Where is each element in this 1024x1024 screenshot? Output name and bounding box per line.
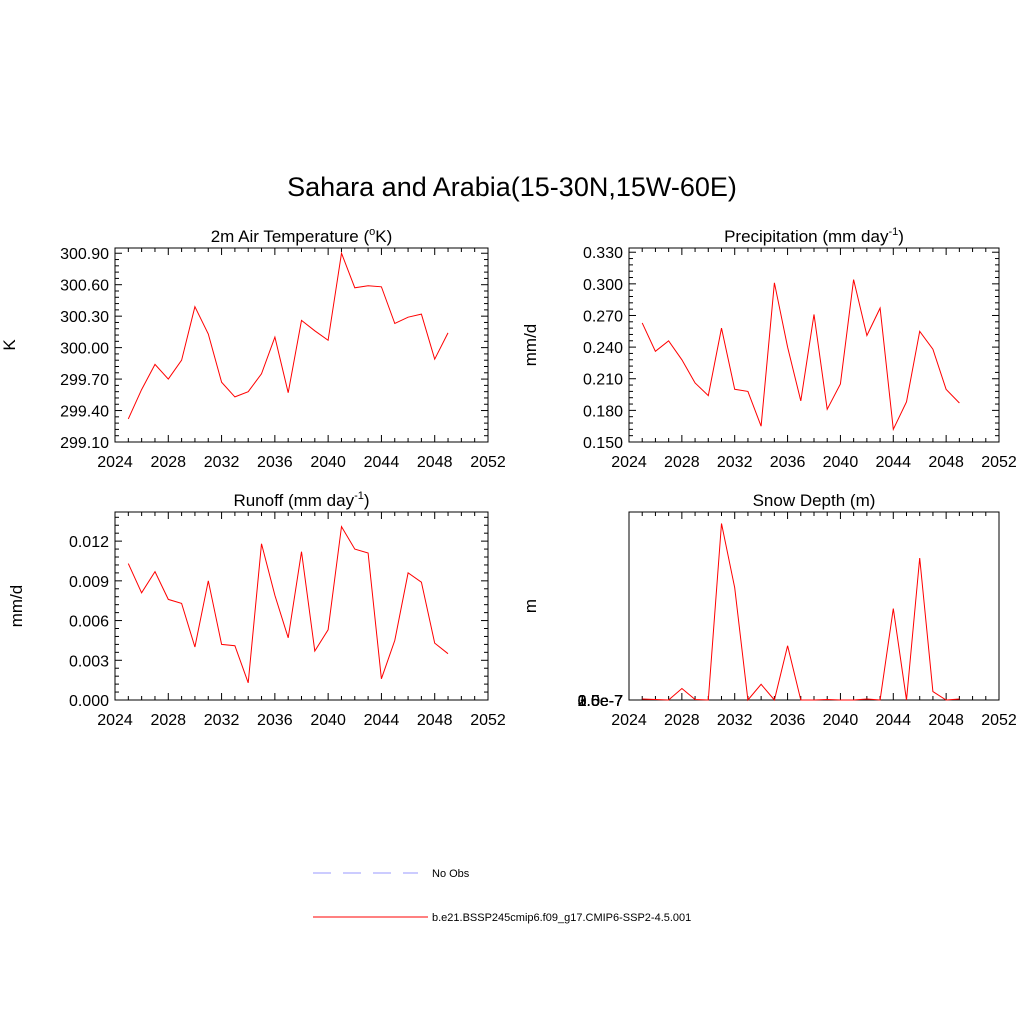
- runoff-ytick-label: 0.000: [69, 693, 109, 710]
- temperature-title: 2m Air Temperature (oK): [211, 226, 393, 246]
- temperature-xtick-label: 2052: [470, 454, 506, 471]
- precipitation-xtick-label: 2028: [664, 454, 700, 471]
- precipitation-ytick-label: 0.180: [583, 403, 623, 420]
- snow-depth-xtick-label: 2028: [664, 712, 700, 729]
- precipitation-xtick-label: 2036: [770, 454, 806, 471]
- snow-depth-title: Snow Depth (m): [753, 491, 876, 510]
- snow-depth-xtick-label: 2052: [981, 712, 1017, 729]
- precipitation-frame: [628, 247, 1000, 443]
- temperature-xtick-label: 2024: [97, 454, 133, 471]
- precipitation-xtick-label: 2044: [875, 454, 911, 471]
- runoff-ytick-label: 0.012: [69, 534, 109, 551]
- precipitation-xtick-label: 2052: [981, 454, 1017, 471]
- snow-depth-xtick-label: 2024: [611, 712, 647, 729]
- runoff-xtick-label: 2044: [364, 712, 400, 729]
- runoff-series-line: [127, 525, 449, 683]
- snow-depth-ytick-label: 0.5e-7: [578, 693, 623, 710]
- runoff-xtick-label: 2036: [257, 712, 293, 729]
- page-title: Sahara and Arabia(15-30N,15W-60E): [287, 172, 737, 202]
- temperature-xtick-label: 2048: [417, 454, 453, 471]
- precipitation-xtick-label: 2024: [611, 454, 647, 471]
- precipitation-xtick-label: 2032: [717, 454, 753, 471]
- precipitation-ytick-label: 0.330: [583, 245, 623, 262]
- runoff-xtick-label: 2028: [150, 712, 186, 729]
- precipitation-ytick-label: 0.150: [583, 435, 623, 452]
- precipitation-ytick-label: 0.240: [583, 340, 623, 357]
- snow-depth-ytick-label: 0.0e-7: [578, 693, 623, 710]
- snow-depth-ytick-label: 1.5e-7: [578, 693, 623, 710]
- temperature-ytick-label: 299.40: [60, 404, 109, 421]
- temperature-series-line: [127, 251, 449, 420]
- snow-depth-xtick-label: 2036: [770, 712, 806, 729]
- temperature-ytick-label: 299.10: [60, 435, 109, 452]
- precipitation-xtick-label: 2040: [823, 454, 859, 471]
- precipitation-title: Precipitation (mm day-1): [724, 226, 904, 246]
- temperature-xtick-label: 2044: [364, 454, 400, 471]
- temperature-ytick-label: 299.70: [60, 372, 109, 389]
- snow-depth-xtick-label: 2032: [717, 712, 753, 729]
- precipitation-ylabel: mm/d: [521, 324, 540, 367]
- snow-depth-xtick-label: 2040: [823, 712, 859, 729]
- temperature-ytick-label: 300.60: [60, 278, 109, 295]
- runoff-frame: [114, 511, 489, 701]
- runoff-xtick-label: 2024: [97, 712, 133, 729]
- temperature-ytick-label: 300.30: [60, 309, 109, 326]
- snow-depth-series-line: [642, 523, 960, 702]
- runoff-xtick-label: 2032: [204, 712, 240, 729]
- snow-depth-xtick-label: 2044: [875, 712, 911, 729]
- snow-depth-xtick-label: 2048: [928, 712, 964, 729]
- temperature-xtick-label: 2036: [257, 454, 293, 471]
- runoff-ylabel: mm/d: [7, 585, 26, 628]
- precipitation-xtick-label: 2048: [928, 454, 964, 471]
- temperature-xtick-label: 2040: [310, 454, 346, 471]
- snow-depth-frame: [628, 511, 1000, 701]
- runoff-xtick-label: 2052: [470, 712, 506, 729]
- snow-depth-ytick-label: 3.5e-7: [578, 693, 623, 710]
- temperature-xtick-label: 2028: [150, 454, 186, 471]
- precipitation-series-line: [641, 279, 960, 432]
- temperature-frame: [114, 247, 489, 443]
- snow-depth-ytick-label: 1.0e-7: [578, 693, 623, 710]
- temperature-ylabel: K: [0, 339, 19, 351]
- runoff-xtick-label: 2040: [310, 712, 346, 729]
- precipitation-ytick-label: 0.300: [583, 277, 623, 294]
- snow-depth-ylabel: m: [521, 599, 540, 613]
- snow-depth-ytick-label: 3.0e-7: [578, 693, 623, 710]
- runoff-title: Runoff (mm day-1): [233, 490, 369, 510]
- snow-depth-ytick-label: 2.0e-7: [578, 693, 623, 710]
- precipitation-ytick-label: 0.270: [583, 308, 623, 325]
- snow-depth-ytick-label: 2.5e-7: [578, 693, 623, 710]
- runoff-ytick-label: 0.003: [69, 653, 109, 670]
- temperature-xtick-label: 2032: [204, 454, 240, 471]
- runoff-ytick-label: 0.006: [69, 614, 109, 631]
- runoff-ytick-label: 0.009: [69, 574, 109, 591]
- temperature-ytick-label: 300.00: [60, 341, 109, 358]
- precipitation-ytick-label: 0.210: [583, 372, 623, 389]
- temperature-ytick-label: 300.90: [60, 246, 109, 263]
- runoff-xtick-label: 2048: [417, 712, 453, 729]
